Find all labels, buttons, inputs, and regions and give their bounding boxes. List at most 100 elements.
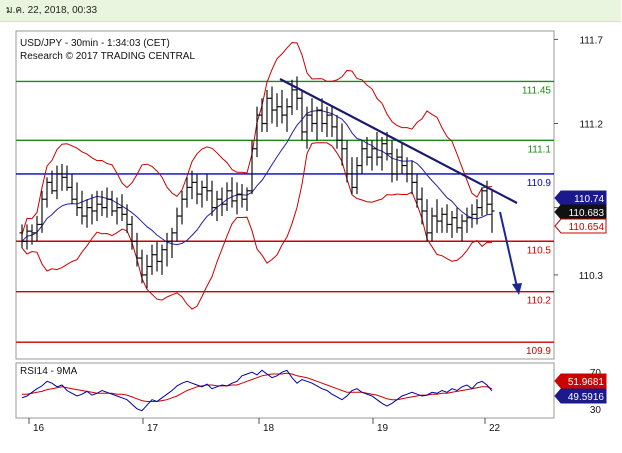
level-label: 111.1 <box>527 144 551 155</box>
x-tick-label: 16 <box>33 423 45 434</box>
ohlc-bar <box>39 190 45 233</box>
ohlc-bar <box>69 173 75 205</box>
price-tag: 110.683 <box>554 204 607 220</box>
ohlc-bar <box>59 163 65 191</box>
level-label: 110.5 <box>527 245 552 256</box>
ohlc-bar <box>29 224 35 245</box>
ohlc-bar <box>474 199 480 225</box>
ohlc-bar <box>314 106 320 141</box>
ohlc-bar <box>379 136 385 171</box>
ohlc-bar <box>394 148 400 181</box>
y-tick-label: 110.3 <box>579 271 604 282</box>
ohlc-bar <box>244 187 250 211</box>
ohlc-bar <box>454 207 460 233</box>
rsi-ma-tag-text: 51.9681 <box>568 377 605 388</box>
ohlc-bar <box>269 86 275 124</box>
ohlc-bar <box>319 98 325 132</box>
level-label: 109.9 <box>526 346 551 357</box>
ohlc-bar <box>434 199 440 233</box>
price-tag-shape <box>554 190 607 206</box>
ohlc-bar <box>374 131 380 166</box>
ohlc-bar <box>79 190 85 225</box>
ohlc-bar <box>249 140 255 195</box>
price-tag-shape <box>554 218 607 234</box>
rsi-value-tag: 49.5916 <box>554 388 607 404</box>
ohlc-bar <box>369 140 375 171</box>
ohlc-bar <box>364 136 370 166</box>
chart-subtitle: Research © 2017 TRADING CENTRAL <box>20 51 195 62</box>
ohlc-bar <box>284 98 290 132</box>
ohlc-bar <box>309 98 315 132</box>
ohlc-bar <box>219 187 225 217</box>
ohlc-bar <box>459 214 465 242</box>
ohlc-bar <box>189 170 195 200</box>
resistance-trendline <box>279 78 518 204</box>
ohlc-bar <box>489 190 495 233</box>
ohlc-bar <box>419 187 425 225</box>
ohlc-bar <box>179 190 185 225</box>
ohlc-bar <box>414 173 420 208</box>
y-tick-label: 111.2 <box>579 120 603 131</box>
support-resistance-levels: 111.45 111.1 110.9 110.5 110.2 109.9 <box>16 80 554 357</box>
rsi-ma-line <box>22 372 493 402</box>
ohlc-bar <box>424 199 430 242</box>
date-text: ม.ค. 22, 2018, 00:33 <box>6 5 98 16</box>
ohlc-bar <box>469 204 475 228</box>
ohlc-bar <box>399 143 405 174</box>
rsi-ma-tag: 51.9681 <box>554 373 607 389</box>
ohlc-bar <box>389 140 395 183</box>
ohlc-bar <box>19 224 25 248</box>
ohlc-bar <box>99 190 105 217</box>
rsi-ma-tag-shape <box>554 373 607 389</box>
ohlc-bar <box>224 182 230 211</box>
ohlc-bar <box>229 177 235 208</box>
ohlc-bar <box>204 173 210 201</box>
ohlc-bar <box>84 199 90 228</box>
forecast-arrow-line <box>499 211 518 288</box>
ohlc-bar <box>409 160 415 195</box>
rsi-value-tag-shape <box>554 388 607 404</box>
price-tag-text: 110.74 <box>574 194 604 205</box>
ohlc-bar <box>354 157 360 195</box>
price-tags: 110.74 110.683 110.654 51.9681 49.5916 <box>554 190 607 404</box>
level-label: 110.2 <box>527 296 552 307</box>
ohlc-bar <box>129 216 135 250</box>
price-tag-text: 110.654 <box>569 222 605 233</box>
ohlc-bar <box>329 106 335 137</box>
price-tag: 110.654 <box>554 218 607 234</box>
ohlc-bar <box>159 244 165 275</box>
ohlc-bar <box>139 249 145 284</box>
rsi-series <box>21 369 493 412</box>
price-panel-frame <box>15 30 555 360</box>
ohlc-bar <box>259 98 265 132</box>
ohlc-bar <box>154 241 160 272</box>
x-tick-label: 22 <box>489 423 501 434</box>
price-tag-text: 110.683 <box>569 208 605 219</box>
date-bar: ม.ค. 22, 2018, 00:33 <box>0 0 621 22</box>
ohlc-bar <box>64 165 70 191</box>
ohlc-bar <box>339 123 345 166</box>
ohlc-bar <box>479 187 485 217</box>
ohlc-bar <box>54 165 60 200</box>
ohlc-bar <box>294 76 300 111</box>
ohlc-bar <box>344 140 350 183</box>
rsi-value-tag-text: 49.5916 <box>568 392 605 403</box>
ohlc-bar <box>404 157 410 183</box>
ohlc-bar <box>34 216 40 242</box>
ohlc-bar <box>384 131 390 161</box>
ohlc-bar <box>144 254 150 289</box>
rsi-tick-label: 30 <box>590 405 602 416</box>
ohlc-bar <box>299 89 305 141</box>
ohlc-bar <box>164 232 170 267</box>
ohlc-bar <box>429 207 435 242</box>
ohlc-bar <box>199 180 205 208</box>
ohlc-bar <box>174 207 180 242</box>
ohlc-bar <box>324 106 330 137</box>
ohlc-bar <box>49 170 55 195</box>
price-tag-shape <box>554 204 607 220</box>
ohlc-bar <box>194 173 200 205</box>
candlestick-series <box>19 76 495 289</box>
ohlc-bar <box>209 180 215 217</box>
ohlc-bar <box>149 244 155 275</box>
